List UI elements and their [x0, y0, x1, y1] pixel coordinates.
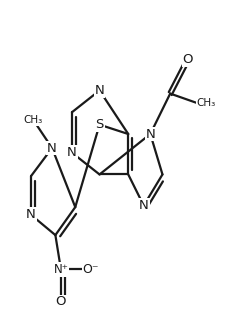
- Text: O: O: [182, 53, 192, 66]
- Text: N⁺: N⁺: [53, 263, 68, 276]
- Text: CH₃: CH₃: [196, 98, 215, 108]
- Text: N: N: [67, 146, 76, 159]
- Text: O: O: [55, 295, 66, 308]
- Text: CH₃: CH₃: [24, 115, 43, 125]
- Text: N: N: [145, 128, 155, 141]
- Text: N: N: [47, 142, 57, 155]
- Text: S: S: [95, 118, 103, 131]
- Text: O⁻: O⁻: [82, 263, 98, 276]
- Text: N: N: [94, 84, 104, 97]
- Text: N: N: [138, 199, 148, 212]
- Text: N: N: [26, 208, 36, 221]
